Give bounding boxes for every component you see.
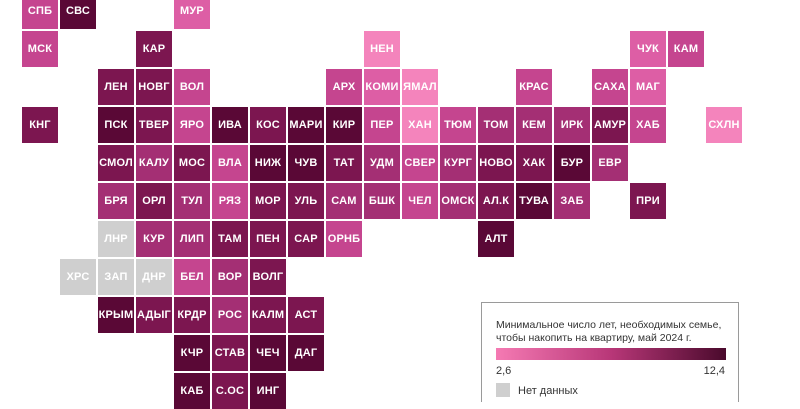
region-tile: ОРНБ — [326, 221, 362, 257]
region-tile: НОВО — [478, 145, 514, 181]
region-tile: АЛТ — [478, 221, 514, 257]
region-tile: ЯРО — [174, 107, 210, 143]
region-tile: КРАС — [516, 69, 552, 105]
region-tile: ЧУВ — [288, 145, 324, 181]
region-tile: ДНР — [136, 259, 172, 295]
region-tile: БРЯ — [98, 183, 134, 219]
region-tile: ИНГ — [250, 373, 286, 409]
no-data-swatch — [496, 383, 510, 397]
region-tile: С.ОС — [212, 373, 248, 409]
region-tile: ПЕР — [364, 107, 400, 143]
region-tile: ЧЕЧ — [250, 335, 286, 371]
region-tile: РЯЗ — [212, 183, 248, 219]
region-tile: ТАМ — [212, 221, 248, 257]
region-tile: ЧУК — [630, 31, 666, 67]
region-tile: СХЛН — [706, 107, 742, 143]
region-tile: МОС — [174, 145, 210, 181]
region-tile: ТОМ — [478, 107, 514, 143]
region-tile: КРЫМ — [98, 297, 134, 333]
region-tile: СМОЛ — [98, 145, 134, 181]
region-tile: АМУР — [592, 107, 628, 143]
region-tile: ДАГ — [288, 335, 324, 371]
region-tile: МСК — [22, 31, 58, 67]
region-tile: КЕМ — [516, 107, 552, 143]
region-tile: ВОЛ — [174, 69, 210, 105]
region-tile: МУР — [174, 0, 210, 29]
region-tile: ОМСК — [440, 183, 476, 219]
region-tile: ИВА — [212, 107, 248, 143]
region-tile: ПСК — [98, 107, 134, 143]
region-tile: КАЛУ — [136, 145, 172, 181]
region-tile: КАМ — [668, 31, 704, 67]
region-tile: ПЕН — [250, 221, 286, 257]
region-tile: БШК — [364, 183, 400, 219]
region-tile: АДЫГ — [136, 297, 172, 333]
region-tile: ЛНР — [98, 221, 134, 257]
region-tile: АРХ — [326, 69, 362, 105]
region-tile: ТУВА — [516, 183, 552, 219]
region-tile: ВОЛГ — [250, 259, 286, 295]
region-tile: МАГ — [630, 69, 666, 105]
region-tile: САР — [288, 221, 324, 257]
region-tile: СВЕР — [402, 145, 438, 181]
region-tile: БУР — [554, 145, 590, 181]
region-tile: ЧЕЛ — [402, 183, 438, 219]
no-data-label: Нет данных — [518, 385, 578, 397]
region-tile: БЕЛ — [174, 259, 210, 295]
region-tile: КУР — [136, 221, 172, 257]
region-tile: ТУЛ — [174, 183, 210, 219]
region-tile: ЗАБ — [554, 183, 590, 219]
region-tile: МОР — [250, 183, 286, 219]
region-tile: САХА — [592, 69, 628, 105]
region-tile: ХАБ — [630, 107, 666, 143]
region-tile: СПБ — [22, 0, 58, 29]
region-tile: СВС — [60, 0, 96, 29]
region-tile: КАБ — [174, 373, 210, 409]
region-tile: ТАТ — [326, 145, 362, 181]
region-tile: АЛ.К — [478, 183, 514, 219]
legend-title: Минимальное число лет, необходимых семье… — [496, 319, 722, 344]
region-tile: КНГ — [22, 107, 58, 143]
region-tile: ТВЕР — [136, 107, 172, 143]
region-tile: ИРК — [554, 107, 590, 143]
legend-color-scale — [496, 348, 726, 360]
region-tile: ЕВР — [592, 145, 628, 181]
region-tile: КАЛМ — [250, 297, 286, 333]
region-tile: НЕН — [364, 31, 400, 67]
region-tile: УЛЬ — [288, 183, 324, 219]
region-tile: ТЮМ — [440, 107, 476, 143]
region-tile: РОС — [212, 297, 248, 333]
region-tile: КЧР — [174, 335, 210, 371]
region-tile: ВЛА — [212, 145, 248, 181]
region-tile: НОВГ — [136, 69, 172, 105]
region-tile: МАРИ — [288, 107, 324, 143]
region-tile: КУРГ — [440, 145, 476, 181]
region-tile: НИЖ — [250, 145, 286, 181]
russia-tile-map: СПБ СВС МУР МСК КАР НЕН ЧУК КАМ ЛЕН НОВГ ВОЛ АРХ КОМ… — [22, 0, 742, 409]
region-tile: ОРЛ — [136, 183, 172, 219]
region-tile: ПРИ — [630, 183, 666, 219]
legend-max-value: 12,4 — [703, 365, 725, 377]
legend-min-value: 2,6 — [496, 365, 512, 377]
region-tile: УДМ — [364, 145, 400, 181]
region-tile: КОМИ — [364, 69, 400, 105]
region-tile: КАР — [136, 31, 172, 67]
region-tile: ЯМАЛ — [402, 69, 438, 105]
region-tile: КИР — [326, 107, 362, 143]
region-tile: ХАК — [516, 145, 552, 181]
map-legend: Минимальное число лет, необходимых семье… — [481, 302, 739, 402]
region-tile: САМ — [326, 183, 362, 219]
region-tile: ЛИП — [174, 221, 210, 257]
region-tile: КРДР — [174, 297, 210, 333]
region-tile: ХРС — [60, 259, 96, 295]
region-tile: ЛЕН — [98, 69, 134, 105]
region-tile: КОС — [250, 107, 286, 143]
region-tile: ЗАП — [98, 259, 134, 295]
region-tile: СТАВ — [212, 335, 248, 371]
region-tile: ХАН — [402, 107, 438, 143]
region-tile: АСТ — [288, 297, 324, 333]
region-tile: ВОР — [212, 259, 248, 295]
